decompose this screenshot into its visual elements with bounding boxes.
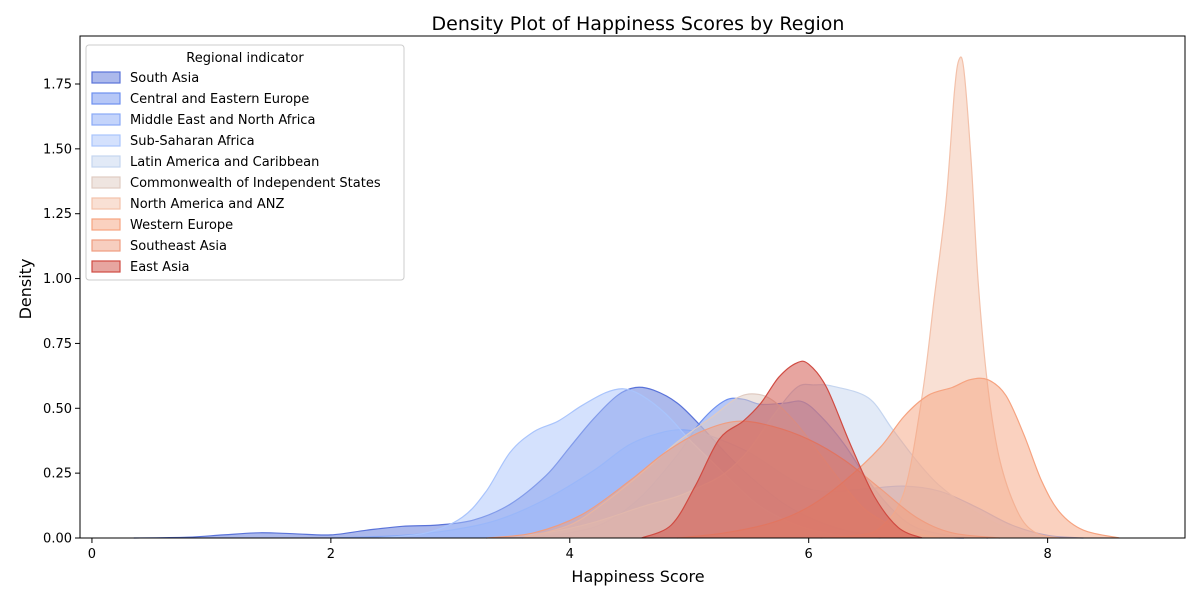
y-tick-label: 1.75 <box>43 77 72 92</box>
legend-label: Sub-Saharan Africa <box>130 134 255 149</box>
y-tick-label: 0.00 <box>43 532 72 547</box>
density-series-east-asia <box>641 360 923 539</box>
legend-items: South Asia Central and Eastern Europe Midd… <box>91 71 381 275</box>
legend-swatch <box>91 92 121 105</box>
legend-label: Western Europe <box>130 218 233 233</box>
legend-item-middle-east-and-north-africa: Middle East and North Africa <box>91 113 315 128</box>
legend-item-central-and-eastern-europe: Central and Eastern Europe <box>91 92 309 107</box>
y-tick-label: 0.75 <box>43 337 72 352</box>
legend: Regional indicator South Asia Central and… <box>85 44 405 281</box>
y-tick-label: 0.25 <box>43 467 72 482</box>
legend-label: Middle East and North Africa <box>130 113 315 128</box>
x-tick-label: 8 <box>1043 547 1051 562</box>
legend-item-southeast-asia: Southeast Asia <box>91 239 227 254</box>
density-areas <box>133 56 1120 539</box>
legend-swatch <box>91 218 121 231</box>
legend-label: South Asia <box>130 71 199 86</box>
density-fill-east-asia <box>641 361 923 538</box>
legend-item-sub-saharan-africa: Sub-Saharan Africa <box>91 134 255 149</box>
legend-item-north-america-and-anz: North America and ANZ <box>91 197 284 212</box>
legend-label: Central and Eastern Europe <box>130 92 309 107</box>
legend-swatch <box>91 176 121 189</box>
y-tick-label: 1.00 <box>43 272 72 287</box>
legend-item-western-europe: Western Europe <box>91 218 233 233</box>
x-tick-label: 4 <box>566 547 574 562</box>
density-fill-western-europe <box>677 378 1120 538</box>
x-axis-ticks: 0 2 4 6 8 <box>88 538 1052 562</box>
legend-label: North America and ANZ <box>130 197 284 212</box>
density-fill-sub-saharan-africa <box>378 388 881 538</box>
y-tick-label: 1.25 <box>43 207 72 222</box>
legend-swatch <box>91 113 121 126</box>
legend-swatch <box>91 239 121 252</box>
legend-label: Commonwealth of Independent States <box>130 176 381 191</box>
plot-frame <box>79 35 1186 539</box>
x-tick-label: 2 <box>327 547 335 562</box>
y-tick-label: 0.50 <box>43 402 72 417</box>
legend-swatch <box>91 155 121 168</box>
legend-label: East Asia <box>130 260 189 275</box>
y-axis-label: Density <box>16 259 35 320</box>
legend-item-latin-america-and-caribbean: Latin America and Caribbean <box>91 155 319 170</box>
legend-box <box>85 44 405 281</box>
legend-swatch <box>91 260 121 273</box>
chart-title: Density Plot of Happiness Scores by Regi… <box>432 13 845 35</box>
density-fill-north-america-and-anz <box>820 56 1060 539</box>
x-axis-label: Happiness Score <box>571 567 704 586</box>
y-tick-label: 1.50 <box>43 142 72 157</box>
legend-item-south-asia: South Asia <box>91 71 199 86</box>
x-tick-label: 6 <box>805 547 813 562</box>
x-tick-label: 0 <box>88 547 96 562</box>
y-axis-ticks: 0.00 0.25 0.50 0.75 1.00 1.25 1.50 1.75 <box>43 77 80 547</box>
legend-swatch <box>91 197 121 210</box>
density-line-east-asia <box>641 360 923 539</box>
legend-label: Southeast Asia <box>130 239 227 254</box>
legend-swatch <box>91 71 121 84</box>
legend-item-east-asia: East Asia <box>91 260 189 275</box>
legend-title: Regional indicator <box>186 51 304 66</box>
legend-item-commonwealth-of-independent-states: Commonwealth of Independent States <box>91 176 381 191</box>
legend-swatch <box>91 134 121 147</box>
legend-label: Latin America and Caribbean <box>130 155 319 170</box>
